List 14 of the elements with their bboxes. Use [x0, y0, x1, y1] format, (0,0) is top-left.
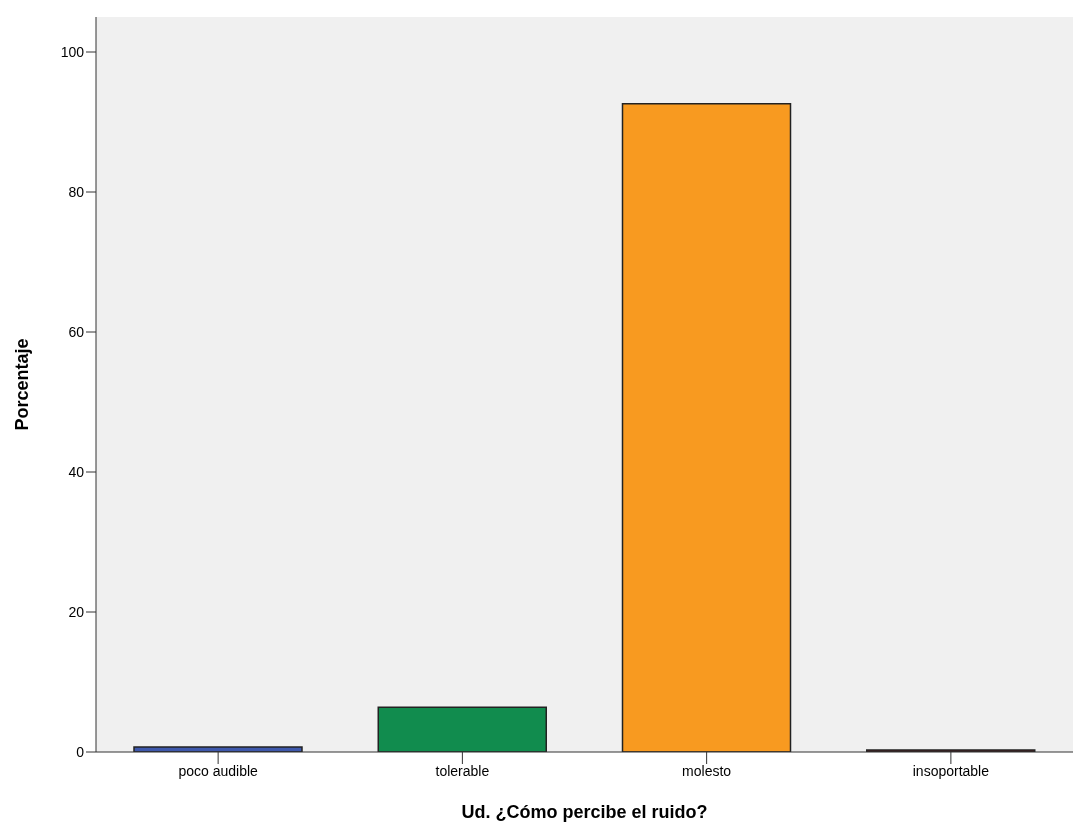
y-tick-label: 40 — [68, 463, 85, 480]
x-axis-title: Ud. ¿Cómo percibe el ruido? — [461, 802, 708, 822]
x-tick-label: insoportable — [912, 762, 990, 779]
x-tick-label: molesto — [682, 762, 732, 779]
x-tick-label: poco audible — [178, 762, 259, 779]
y-tick-label: 60 — [68, 323, 85, 340]
y-tick-label: 80 — [68, 183, 85, 200]
x-tick-label: tolerable — [435, 762, 490, 779]
y-tick-label: 0 — [76, 743, 85, 760]
bar — [621, 103, 792, 752]
bar — [377, 706, 547, 752]
y-axis-title: Porcentaje — [12, 338, 33, 431]
y-tick-label: 20 — [68, 603, 85, 620]
y-tick-label: 100 — [60, 43, 85, 60]
